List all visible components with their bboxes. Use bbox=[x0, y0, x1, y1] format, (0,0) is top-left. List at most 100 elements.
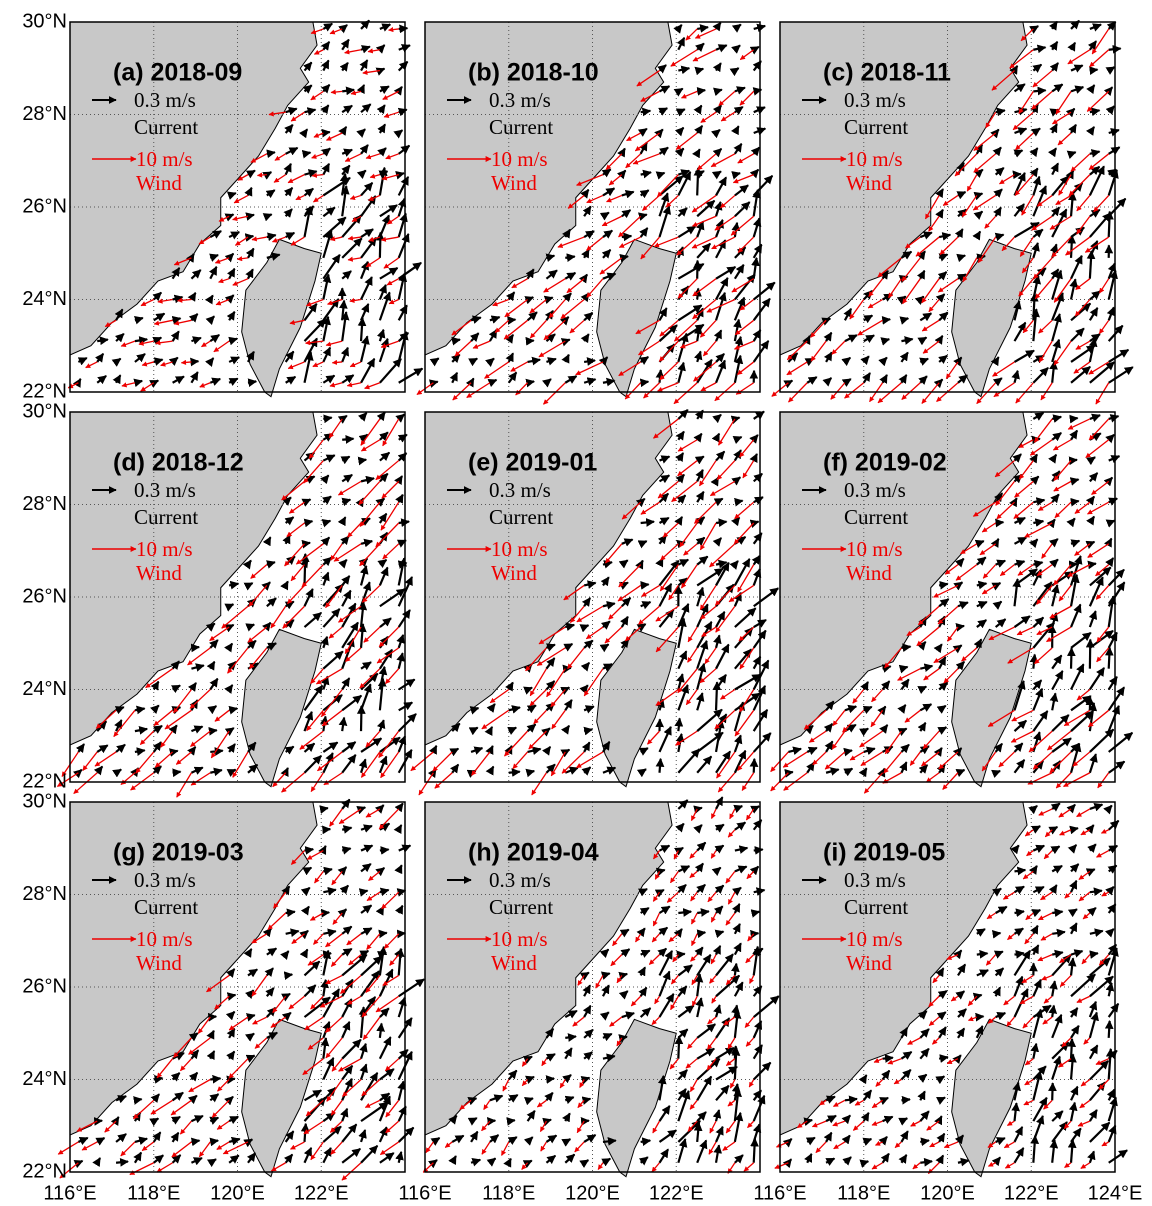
current-vector bbox=[545, 253, 556, 263]
wind-vector bbox=[326, 132, 343, 141]
wind-scale: 10 m/s bbox=[136, 147, 193, 171]
current-vector bbox=[189, 371, 199, 384]
current-vector bbox=[693, 350, 703, 363]
current-vector bbox=[505, 352, 515, 363]
current-vector bbox=[658, 107, 668, 116]
current-vector bbox=[677, 361, 686, 384]
current-vector bbox=[321, 825, 332, 835]
current-vector bbox=[822, 377, 833, 387]
wind-vector bbox=[250, 153, 268, 163]
current-vector bbox=[397, 197, 407, 217]
current-vector bbox=[152, 291, 162, 302]
x-tick-label: 116°E bbox=[43, 1182, 96, 1204]
current-vector bbox=[955, 623, 965, 632]
current-vector bbox=[901, 1095, 911, 1105]
current-vector bbox=[342, 86, 355, 96]
current-vector bbox=[657, 64, 667, 74]
current-vector bbox=[695, 42, 705, 53]
current-vector bbox=[266, 252, 281, 261]
wind-vector bbox=[548, 299, 566, 319]
current-vector bbox=[507, 371, 518, 384]
current-vector bbox=[301, 149, 312, 159]
current-vector bbox=[578, 273, 588, 284]
current-vector bbox=[715, 518, 728, 528]
panel-title: (a) 2018-09 bbox=[113, 59, 242, 87]
current-vector bbox=[228, 230, 241, 240]
current-vector bbox=[397, 60, 409, 72]
wind-vector bbox=[692, 278, 717, 297]
current-vector bbox=[285, 231, 296, 241]
wind-vector bbox=[466, 382, 491, 399]
wind-vector bbox=[388, 298, 399, 305]
current-vector bbox=[658, 175, 684, 197]
wind-vector bbox=[786, 340, 808, 361]
current-vector bbox=[224, 252, 235, 263]
current-vector bbox=[284, 350, 295, 363]
wind-vector bbox=[330, 89, 343, 95]
wind-vector bbox=[691, 236, 717, 249]
wind-vector bbox=[313, 49, 324, 55]
current-vector bbox=[674, 147, 685, 158]
wind-vector bbox=[529, 319, 547, 339]
current-vector bbox=[96, 374, 107, 385]
wind-vector bbox=[737, 236, 755, 253]
current-vector bbox=[449, 371, 459, 384]
current-vector bbox=[734, 184, 749, 197]
current-vector bbox=[562, 228, 571, 239]
x-tick-label: 120°E bbox=[210, 1182, 265, 1204]
current-vector bbox=[205, 315, 216, 325]
current-vector bbox=[339, 172, 349, 196]
current-vector bbox=[468, 357, 478, 367]
current-vector bbox=[525, 268, 535, 280]
current-vector bbox=[750, 146, 761, 157]
wind-vector bbox=[310, 28, 324, 35]
current-vector bbox=[734, 201, 751, 218]
wind-vector bbox=[387, 215, 400, 225]
current-vector bbox=[285, 106, 298, 116]
wind-vector bbox=[364, 382, 381, 390]
current-vector bbox=[149, 379, 159, 388]
current-vector bbox=[841, 356, 851, 367]
wind-vector bbox=[368, 236, 381, 242]
wind-vector bbox=[730, 215, 755, 236]
current-vector bbox=[285, 375, 297, 385]
current-vector bbox=[640, 518, 655, 527]
wind-vector bbox=[494, 319, 510, 333]
wind-vector bbox=[673, 382, 698, 405]
current-vector bbox=[1069, 825, 1079, 835]
wind-vector bbox=[867, 298, 883, 309]
wind-vector bbox=[718, 90, 736, 107]
current-vector bbox=[583, 377, 597, 386]
current-vector bbox=[562, 292, 572, 303]
current-vector bbox=[303, 205, 315, 217]
wind-vector bbox=[382, 90, 400, 100]
wind-vector bbox=[586, 236, 604, 251]
current-vector bbox=[841, 378, 852, 387]
current-vector bbox=[1048, 1082, 1057, 1101]
current-vector bbox=[209, 333, 220, 344]
wind-vector bbox=[529, 298, 547, 314]
wind-vector bbox=[290, 236, 305, 246]
current-vector bbox=[1104, 646, 1114, 669]
current-vector bbox=[115, 1157, 129, 1167]
wind-label: Wind bbox=[846, 951, 892, 975]
current-vector bbox=[356, 806, 367, 815]
current-vector bbox=[920, 1157, 933, 1167]
y-tick-label: 24°N bbox=[22, 1068, 67, 1090]
current-vector bbox=[322, 253, 341, 280]
current-vector bbox=[733, 105, 744, 115]
wind-vector bbox=[702, 340, 717, 357]
current-vector bbox=[655, 757, 665, 773]
wind-vector bbox=[312, 361, 324, 368]
current-vector bbox=[357, 317, 367, 342]
current-vector bbox=[972, 992, 983, 1002]
current-vector bbox=[398, 518, 410, 528]
current-vector bbox=[209, 230, 222, 239]
wind-vector bbox=[160, 361, 173, 367]
current-vector bbox=[209, 253, 219, 262]
current-vector bbox=[677, 169, 691, 178]
current-vector bbox=[379, 846, 390, 855]
wind-vector bbox=[141, 361, 154, 367]
